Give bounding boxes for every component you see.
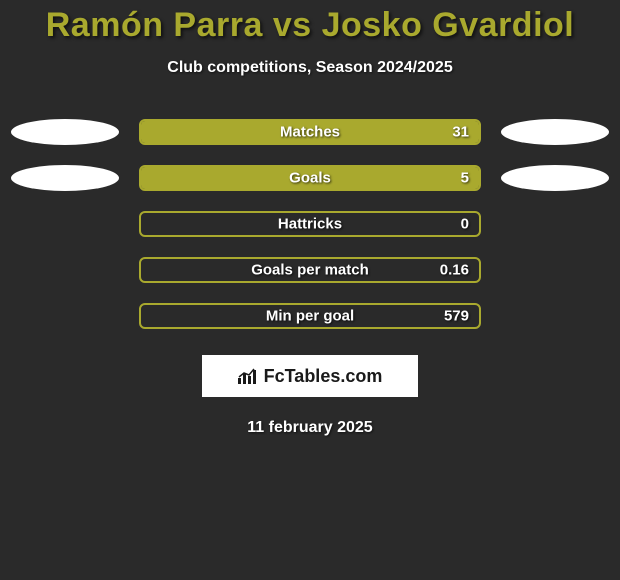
brand-text: FcTables.com bbox=[264, 366, 383, 387]
stat-value: 579 bbox=[444, 308, 469, 325]
player1-marker bbox=[11, 119, 119, 145]
stat-row: Goals5 bbox=[0, 165, 620, 191]
stat-bar: Min per goal579 bbox=[139, 303, 481, 329]
spacer bbox=[11, 211, 119, 237]
stat-label: Min per goal bbox=[141, 308, 479, 325]
stat-bar: Goals5 bbox=[139, 165, 481, 191]
stat-value: 5 bbox=[461, 170, 469, 187]
stat-row: Hattricks0 bbox=[0, 211, 620, 237]
footer-date: 11 february 2025 bbox=[0, 419, 620, 437]
stat-bar: Matches31 bbox=[139, 119, 481, 145]
stat-row: Matches31 bbox=[0, 119, 620, 145]
player1-marker bbox=[11, 165, 119, 191]
stat-row: Min per goal579 bbox=[0, 303, 620, 329]
spacer bbox=[501, 303, 609, 329]
comparison-card: Ramón Parra vs Josko Gvardiol Club compe… bbox=[0, 0, 620, 437]
stat-bar: Hattricks0 bbox=[139, 211, 481, 237]
chart-icon bbox=[238, 368, 258, 384]
stat-value: 0 bbox=[461, 216, 469, 233]
stat-row: Goals per match0.16 bbox=[0, 257, 620, 283]
stat-label: Goals per match bbox=[141, 262, 479, 279]
player2-marker bbox=[501, 119, 609, 145]
spacer bbox=[501, 257, 609, 283]
stat-value: 0.16 bbox=[440, 262, 469, 279]
page-title: Ramón Parra vs Josko Gvardiol bbox=[0, 6, 620, 45]
spacer bbox=[11, 303, 119, 329]
spacer bbox=[11, 257, 119, 283]
stat-label: Matches bbox=[141, 124, 479, 141]
stat-bar: Goals per match0.16 bbox=[139, 257, 481, 283]
stat-label: Hattricks bbox=[141, 216, 479, 233]
stat-label: Goals bbox=[141, 170, 479, 187]
stats-list: Matches31 Goals5 Hattricks0 Goals per match… bbox=[0, 119, 620, 329]
stat-value: 31 bbox=[452, 124, 469, 141]
subtitle: Club competitions, Season 2024/2025 bbox=[0, 59, 620, 77]
brand-badge[interactable]: FcTables.com bbox=[202, 355, 418, 397]
player2-marker bbox=[501, 165, 609, 191]
spacer bbox=[501, 211, 609, 237]
